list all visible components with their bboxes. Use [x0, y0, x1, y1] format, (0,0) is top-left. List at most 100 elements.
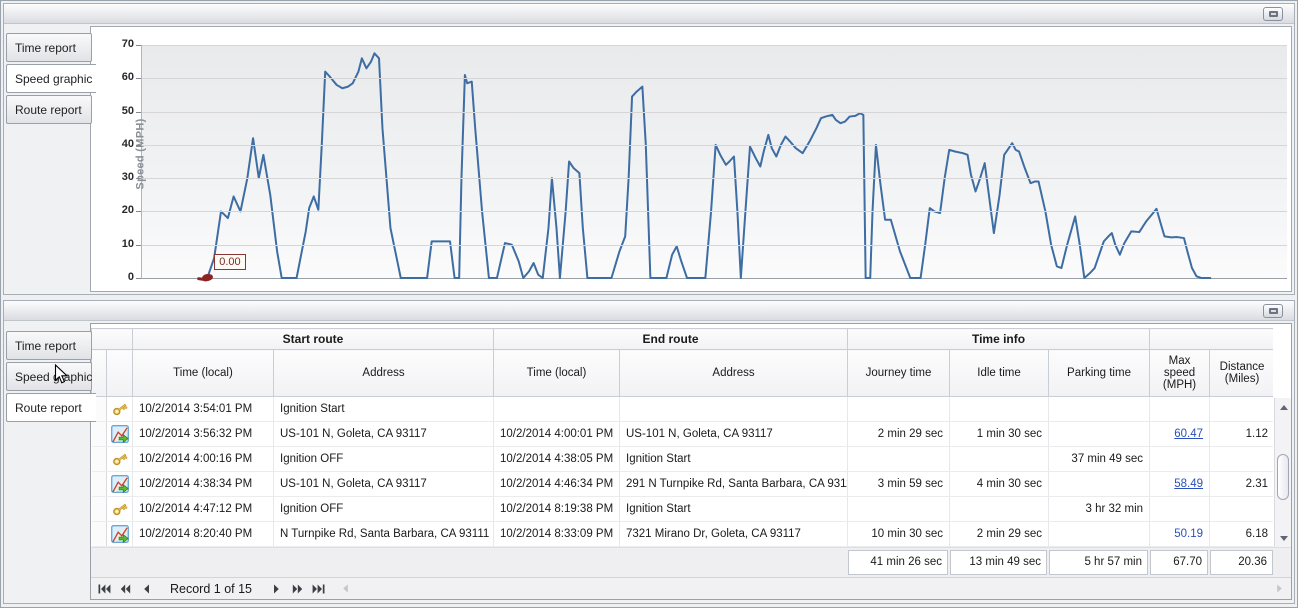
y-tick-label: 60 [121, 71, 134, 84]
prev-page-button[interactable] [117, 581, 133, 597]
cell-end-address: US-101 N, Goleta, CA 93117 [619, 421, 848, 447]
tab-time-report[interactable]: Time report [6, 33, 92, 62]
cell-end-address: 291 N Turnpike Rd, Santa Barbara, CA 931… [619, 471, 848, 497]
cell-idle-time: 2 min 29 sec [949, 521, 1049, 547]
last-record-button[interactable] [310, 581, 326, 597]
tab-time-report[interactable]: Time report [6, 331, 92, 360]
cell-distance: 2.31 [1209, 471, 1273, 497]
col-header-end-time[interactable]: Time (local) [493, 349, 620, 397]
report-tabs-top: Time report Speed graphic Route report [6, 33, 96, 126]
cell-row-icon [106, 446, 133, 472]
table-row[interactable]: 10/2/2014 3:56:32 PM US-101 N, Goleta, CA… [91, 421, 1273, 447]
cell-distance [1209, 496, 1273, 522]
cell-row-indicator [91, 421, 107, 447]
cell-row-icon [106, 471, 133, 497]
cell-end-time: 10/2/2014 4:46:34 PM [493, 471, 620, 497]
cell-start-address: N Turnpike Rd, Santa Barbara, CA 93111 [273, 521, 494, 547]
last-record-icon [312, 584, 324, 593]
cell-journey-time [847, 496, 950, 522]
col-header-journey-time[interactable]: Journey time [847, 349, 950, 397]
max-speed-link[interactable]: 50.19 [1174, 528, 1204, 540]
next-page-button[interactable] [289, 581, 305, 597]
cell-row-indicator [91, 496, 107, 522]
cell-journey-time: 2 min 29 sec [847, 421, 950, 447]
cell-idle-time [949, 446, 1049, 472]
cell-end-time: 10/2/2014 4:38:05 PM [493, 446, 620, 472]
tab-route-report[interactable]: Route report [6, 95, 92, 124]
speed-graphic-panel: Time report Speed graphic Route report Spe… [3, 3, 1295, 295]
cell-row-icon [106, 496, 133, 522]
table-row[interactable]: 10/2/2014 8:20:40 PM N Turnpike Rd, Santa… [91, 521, 1273, 547]
cell-start-address: Ignition OFF [273, 446, 494, 472]
col-header-distance[interactable]: Distance (Miles) [1209, 349, 1273, 397]
gridline [142, 178, 1287, 180]
col-header-start-time[interactable]: Time (local) [132, 349, 274, 397]
table-row[interactable]: 10/2/2014 3:54:01 PM Ignition Start [91, 396, 1273, 422]
record-position-label: Record 1 of 15 [170, 581, 252, 596]
max-speed-link[interactable]: 60.47 [1174, 428, 1204, 440]
collapse-panel-button[interactable] [1263, 7, 1283, 21]
col-header-idle-time[interactable]: Idle time [949, 349, 1049, 397]
cell-journey-time: 10 min 30 sec [847, 521, 950, 547]
cell-distance [1209, 446, 1273, 472]
gridline [142, 144, 1287, 146]
collapse-panel-button[interactable] [1263, 304, 1283, 318]
y-tick-label: 70 [121, 38, 134, 50]
col-header-row-icon [106, 349, 133, 397]
col-header-max-speed[interactable]: Max speed (MPH) [1149, 349, 1211, 397]
col-header-parking-time[interactable]: Parking time [1047, 349, 1151, 397]
speed-line-series [142, 45, 1287, 278]
cell-start-address: Ignition OFF [273, 496, 494, 522]
next-record-button[interactable] [268, 581, 284, 597]
cell-parking-time [1048, 521, 1151, 547]
cell-row-indicator [91, 521, 107, 547]
cell-end-time: 10/2/2014 8:33:09 PM [493, 521, 620, 547]
y-tick-mark [136, 78, 141, 80]
tab-speed-graphic[interactable]: Speed graphic [6, 64, 96, 93]
scrollbar-thumb[interactable] [1277, 454, 1289, 500]
scroll-up-icon[interactable] [1275, 400, 1292, 414]
cell-parking-time: 37 min 49 sec [1048, 446, 1151, 472]
start-point-marker [197, 272, 214, 283]
prev-page-icon [120, 584, 130, 593]
table-row[interactable]: 10/2/2014 4:38:34 PM US-101 N, Goleta, CA… [91, 471, 1273, 497]
y-tick-label: 20 [121, 204, 134, 217]
band-blank [1149, 328, 1273, 350]
scroll-down-icon[interactable] [1275, 531, 1292, 545]
summary-journey-time: 41 min 26 sec [848, 550, 948, 575]
col-header-end-address[interactable]: Address [619, 349, 848, 397]
ignition-key-icon [112, 453, 128, 466]
route-map-icon [110, 475, 129, 494]
cell-start-time: 10/2/2014 8:20:40 PM [132, 521, 274, 547]
table-row[interactable]: 10/2/2014 4:47:12 PM Ignition OFF 10/2/201… [91, 496, 1273, 522]
collapse-icon [1268, 308, 1278, 314]
prev-record-button[interactable] [138, 581, 154, 597]
route-report-grid: Start route End route Time info Time (local… [90, 323, 1292, 600]
route-table: Start route End route Time info Time (local… [91, 328, 1273, 547]
y-tick-mark [136, 244, 141, 246]
cell-journey-time [847, 396, 950, 422]
cell-row-icon [106, 521, 133, 547]
y-tick-mark [136, 111, 141, 113]
cell-row-indicator [91, 471, 107, 497]
y-tick-mark [136, 211, 141, 213]
gridline [142, 211, 1287, 213]
cell-parking-time [1048, 471, 1151, 497]
gridline [142, 111, 1287, 113]
hscroll-right-icon[interactable] [1271, 581, 1287, 597]
vertical-scrollbar[interactable] [1274, 398, 1291, 547]
next-page-icon [292, 584, 302, 593]
hscroll-left-icon[interactable] [337, 581, 353, 597]
cell-start-time: 10/2/2014 4:00:16 PM [132, 446, 274, 472]
tab-speed-graphic[interactable]: Speed graphic [6, 362, 92, 391]
max-speed-link[interactable]: 58.49 [1174, 478, 1204, 490]
cell-max-speed: 60.47 [1149, 421, 1211, 447]
table-row[interactable]: 10/2/2014 4:00:16 PM Ignition OFF 10/2/201… [91, 446, 1273, 472]
first-record-button[interactable] [96, 581, 112, 597]
summary-distance: 20.36 [1210, 550, 1273, 575]
gridline [142, 45, 1287, 46]
y-tick-label: 0 [127, 271, 134, 283]
cell-end-time: 10/2/2014 8:19:38 PM [493, 496, 620, 522]
tab-route-report[interactable]: Route report [6, 393, 96, 422]
col-header-start-address[interactable]: Address [273, 349, 494, 397]
